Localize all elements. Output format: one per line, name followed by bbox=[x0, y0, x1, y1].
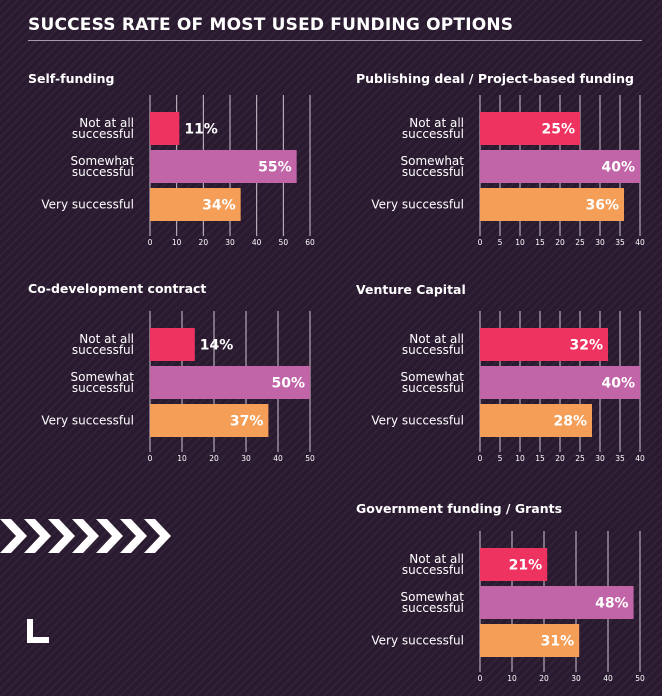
category-label-somewhat: Somewhat successful bbox=[400, 154, 464, 179]
tick-label: 35 bbox=[615, 238, 625, 247]
category-label-somewhat: Somewhat successful bbox=[400, 370, 464, 395]
data-label-somewhat: 48% bbox=[595, 596, 629, 612]
category-label-very: Very successful bbox=[41, 414, 134, 428]
tick-label: 50 bbox=[279, 238, 289, 247]
tick-label: 0 bbox=[478, 454, 483, 463]
tick-label: 0 bbox=[148, 238, 153, 247]
chart-venture-capital: 32% 40% 28% Not at all successful Somewhat suc… bbox=[371, 311, 645, 463]
panel-title-co-development: Co-development contract bbox=[28, 281, 207, 296]
tick-label: 20 bbox=[209, 454, 219, 463]
tick-label: 30 bbox=[225, 238, 235, 247]
chart-co-development: 14% 50% 37% Not at all successful Somewhat suc… bbox=[41, 311, 315, 463]
data-label-very: 28% bbox=[553, 414, 587, 430]
bar-not-at-all bbox=[150, 112, 180, 145]
category-label-not-at-all: Not at all successful bbox=[402, 116, 464, 141]
chart-publishing-deal: 25% 40% 36% Not at all successful Somewhat suc… bbox=[371, 95, 645, 247]
tick-label: 50 bbox=[305, 454, 315, 463]
chart-government-funding: 21% 48% 31% Not at all successful Somewhat suc… bbox=[371, 531, 645, 683]
tick-label: 25 bbox=[575, 238, 585, 247]
tick-label: 30 bbox=[595, 238, 605, 247]
data-label-very: 36% bbox=[585, 198, 619, 214]
panel-title-venture-capital: Venture Capital bbox=[356, 282, 466, 297]
bar-very bbox=[150, 188, 241, 221]
data-label-somewhat: 40% bbox=[601, 376, 635, 392]
data-label-not-at-all: 11% bbox=[184, 122, 218, 138]
category-label-very: Very successful bbox=[41, 198, 134, 212]
chart-self-funding: 11% 55% 34% Not at all successful Somewhat suc… bbox=[41, 95, 315, 247]
bar-somewhat bbox=[150, 366, 310, 399]
tick-label: 10 bbox=[172, 238, 182, 247]
bar-not-at-all bbox=[480, 548, 548, 581]
data-label-somewhat: 40% bbox=[601, 160, 635, 176]
tick-label: 5 bbox=[498, 454, 503, 463]
category-label-very: Very successful bbox=[371, 414, 464, 428]
tick-label: 40 bbox=[603, 674, 613, 683]
tick-label: 10 bbox=[515, 454, 525, 463]
panel-title-government-funding: Government funding / Grants bbox=[356, 501, 563, 516]
tick-label: 25 bbox=[575, 454, 585, 463]
data-label-somewhat: 50% bbox=[271, 376, 305, 392]
data-label-not-at-all: 25% bbox=[541, 122, 575, 138]
tick-label: 0 bbox=[148, 454, 153, 463]
tick-label: 20 bbox=[539, 674, 549, 683]
tick-label: 30 bbox=[571, 674, 581, 683]
category-label-not-at-all: Not at all successful bbox=[402, 552, 464, 577]
data-label-very: 34% bbox=[202, 198, 236, 214]
tick-label: 5 bbox=[498, 238, 503, 247]
bar-somewhat bbox=[150, 150, 297, 183]
data-label-very: 31% bbox=[541, 634, 575, 650]
panel-title-self-funding: Self-funding bbox=[28, 71, 115, 86]
tick-label: 35 bbox=[615, 454, 625, 463]
page-title: SUCCESS RATE OF MOST USED FUNDING OPTION… bbox=[28, 15, 514, 35]
tick-label: 10 bbox=[177, 454, 187, 463]
tick-label: 15 bbox=[535, 454, 545, 463]
bar-very bbox=[480, 404, 592, 437]
category-label-not-at-all: Not at all successful bbox=[72, 116, 134, 141]
category-label-very: Very successful bbox=[371, 634, 464, 648]
category-label-not-at-all: Not at all successful bbox=[72, 332, 134, 357]
bar-not-at-all bbox=[150, 328, 195, 361]
panel-title-publishing-deal: Publishing deal / Project-based funding bbox=[356, 71, 634, 86]
data-label-not-at-all: 21% bbox=[509, 558, 543, 574]
bar-somewhat bbox=[480, 366, 640, 399]
tick-label: 40 bbox=[252, 238, 262, 247]
corner-bracket-icon bbox=[27, 619, 49, 643]
bar-somewhat bbox=[480, 150, 640, 183]
tick-label: 10 bbox=[515, 238, 525, 247]
tick-label: 50 bbox=[635, 674, 645, 683]
bar-very bbox=[480, 624, 580, 657]
data-label-not-at-all: 14% bbox=[200, 338, 234, 354]
category-label-somewhat: Somewhat successful bbox=[70, 154, 134, 179]
bar-very bbox=[480, 188, 624, 221]
tick-label: 30 bbox=[595, 454, 605, 463]
bar-not-at-all bbox=[480, 112, 580, 145]
tick-label: 0 bbox=[478, 238, 483, 247]
category-label-not-at-all: Not at all successful bbox=[402, 332, 464, 357]
tick-label: 20 bbox=[555, 454, 565, 463]
bar-somewhat bbox=[480, 586, 634, 619]
tick-label: 60 bbox=[305, 238, 315, 247]
category-label-very: Very successful bbox=[371, 198, 464, 212]
chevron-right-icon bbox=[0, 519, 171, 553]
tick-label: 0 bbox=[478, 674, 483, 683]
bar-very bbox=[150, 404, 269, 437]
data-label-somewhat: 55% bbox=[258, 160, 292, 176]
category-label-somewhat: Somewhat successful bbox=[400, 590, 464, 615]
tick-label: 20 bbox=[199, 238, 209, 247]
tick-label: 10 bbox=[507, 674, 517, 683]
title-rule bbox=[28, 40, 642, 41]
tick-label: 15 bbox=[535, 238, 545, 247]
data-label-not-at-all: 32% bbox=[569, 338, 603, 354]
tick-label: 40 bbox=[635, 454, 645, 463]
tick-label: 40 bbox=[635, 238, 645, 247]
category-label-somewhat: Somewhat successful bbox=[70, 370, 134, 395]
tick-label: 40 bbox=[273, 454, 283, 463]
data-label-very: 37% bbox=[230, 414, 264, 430]
bar-not-at-all bbox=[480, 328, 608, 361]
tick-label: 30 bbox=[241, 454, 251, 463]
tick-label: 20 bbox=[555, 238, 565, 247]
